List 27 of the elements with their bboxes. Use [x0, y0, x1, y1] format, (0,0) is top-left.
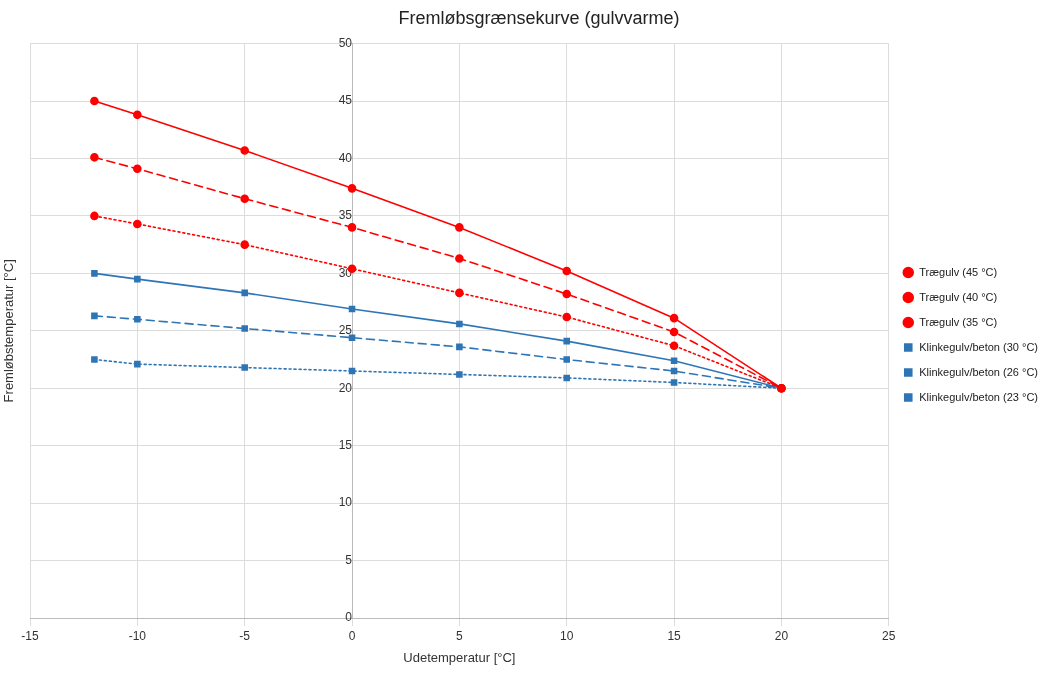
x-tick-label: -5: [239, 628, 251, 643]
y-tick-label: 0: [345, 610, 353, 625]
legend-label: Trægulv (35 °C): [919, 315, 998, 328]
legend-label: Klinkegulv/beton (30 °C): [919, 340, 1039, 353]
y-tick-label: 40: [338, 150, 353, 165]
legend-label: Trægulv (40 °C): [919, 290, 998, 303]
y-tick-label: 35: [338, 208, 353, 223]
y-tick-label: 25: [338, 323, 353, 338]
x-tick-label: 10: [560, 628, 574, 643]
y-tick-label: 15: [338, 437, 353, 452]
y-tick-label: 20: [338, 380, 353, 395]
y-axis-title: Fremløbstemperatur [°C]: [1, 259, 17, 403]
x-tick-label: -10: [128, 628, 147, 643]
x-tick-label: -15: [21, 628, 39, 643]
y-tick-label: 5: [345, 552, 353, 567]
legend-label: Klinkegulv/beton (26 °C): [919, 365, 1039, 378]
y-tick-label: 50: [338, 35, 353, 50]
x-tick-label: 5: [456, 628, 464, 643]
x-tick-label: 20: [774, 628, 789, 643]
x-tick-label: 25: [882, 628, 896, 643]
chart-title: Fremløbsgrænsekurve (gulvvarme): [398, 7, 680, 28]
y-tick-label: 45: [338, 93, 353, 108]
legend-label: Klinkegulv/beton (23 °C): [919, 390, 1039, 403]
y-tick-label: 10: [338, 495, 353, 510]
x-tick-label: 15: [667, 628, 682, 643]
legend-label: Trægulv (45 °C): [919, 265, 998, 278]
x-axis-title: Udetemperatur [°C]: [403, 649, 516, 665]
